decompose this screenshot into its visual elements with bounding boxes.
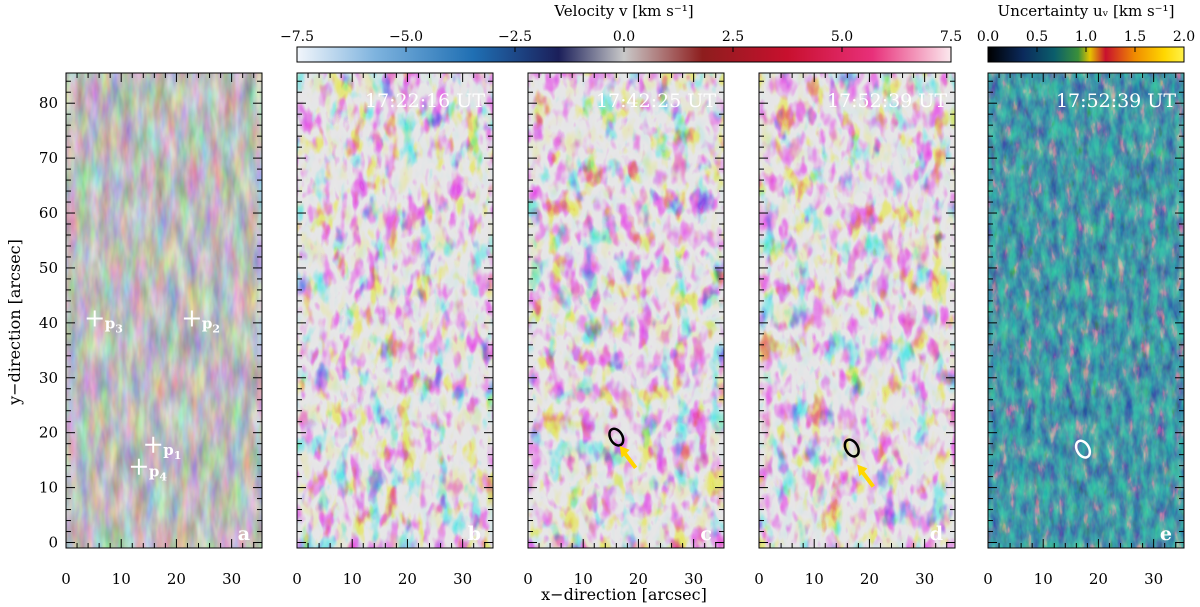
y-tick-label: 30 (39, 369, 58, 387)
x-tick-label: 20 (1089, 570, 1108, 588)
panel-image (66, 73, 262, 548)
x-tick-label: 0 (754, 570, 764, 588)
x-tick-label: 30 (222, 570, 241, 588)
panel-timestamp: 17:52:39 UT (1056, 90, 1176, 112)
x-tick-label: 0 (292, 570, 302, 588)
uncertainty-colorbar: Uncertainty uᵥ [km s⁻¹] 0.0 0.5 1.0 1.5 2.0 (977, 2, 1195, 63)
x-tick-label: 10 (805, 570, 824, 588)
panel-b: 0 10 20 30 17:22:16 UT b (292, 72, 494, 588)
colorbar-tick-label: 1.0 (1075, 29, 1097, 45)
panel-image (297, 73, 493, 548)
panel-e: 0 10 20 30 17:52:39 UT e (983, 72, 1185, 588)
y-tick-label: 20 (39, 424, 58, 442)
panel-letter: b (468, 523, 481, 545)
panel-image (759, 73, 955, 548)
x-tick-label: 20 (167, 570, 186, 588)
x-tick-label: 30 (915, 570, 934, 588)
highlight-arrow (619, 445, 638, 470)
panel-timestamp: 17:52:39 UT (827, 90, 947, 112)
panel-frame (527, 72, 725, 549)
panel-letter: a (238, 523, 250, 545)
x-tick-label: 20 (629, 570, 648, 588)
x-tick-label: 10 (1034, 570, 1053, 588)
x-tick-label: 0 (523, 570, 533, 588)
panel-image (528, 73, 724, 548)
highlight-arrow (857, 464, 875, 488)
contour (608, 427, 625, 447)
colorbar-tick-label: 1.5 (1124, 29, 1146, 45)
uncertainty-colorbar-title: Uncertainty uᵥ [km s⁻¹] (998, 2, 1175, 20)
velocity-colorbar: Velocity v [km s⁻¹] −7.5 −5.0 −2.5 0.0 2.5 5.… (280, 2, 962, 63)
y-tick-label: 10 (39, 479, 58, 497)
uncertainty-colorbar-ticks: 0.0 0.5 1.0 1.5 2.0 (977, 29, 1195, 52)
x-tick-label: 20 (860, 570, 879, 588)
colorbar-tick-label: 5.0 (831, 29, 853, 45)
colorbar-tick-label: −5.0 (389, 29, 423, 45)
panel-frame (296, 72, 494, 549)
contour (1074, 439, 1092, 459)
panel-timestamp: 17:42:25 UT (596, 90, 716, 112)
x-tick-label: 10 (574, 570, 593, 588)
colorbar-tick-label: 2.0 (1173, 29, 1195, 45)
x-tick-label: 0 (983, 570, 993, 588)
velocity-colorbar-title: Velocity v [km s⁻¹] (553, 2, 693, 20)
x-tick-label: 20 (398, 570, 417, 588)
colorbar-tick-label: −2.5 (498, 29, 532, 45)
x-tick-label: 30 (1144, 570, 1163, 588)
y-tick-label: 80 (39, 94, 58, 112)
x-axis-title: x−direction [arcsec] (541, 585, 707, 604)
velocity-colorbar-ticks: −7.5 −5.0 −2.5 0.0 2.5 5.0 7.5 (280, 29, 962, 52)
x-tick-label: 10 (112, 570, 131, 588)
panel-letter: d (930, 523, 943, 545)
panel-letter: c (700, 523, 712, 545)
y-tick-label: 60 (39, 204, 58, 222)
panel-frame (758, 72, 956, 549)
colorbar-tick-label: −7.5 (280, 29, 314, 45)
colorbar-tick-label: 7.5 (940, 29, 962, 45)
colorbar-tick-label: 0.0 (977, 29, 999, 45)
panel-timestamp: 17:22:16 UT (365, 90, 485, 112)
y-tick-label: 70 (39, 149, 58, 167)
x-tick-label: 30 (684, 570, 703, 588)
y-tick-label: 50 (39, 259, 58, 277)
x-tick-label: 10 (343, 570, 362, 588)
panel-c: 0 10 20 30 17:42:25 UT c (523, 72, 725, 588)
x-tick-label: 30 (453, 570, 472, 588)
y-tick-label: 0 (48, 534, 58, 552)
y-tick-label: 40 (39, 314, 58, 332)
y-axis-title: y−direction [arcsec] (5, 239, 24, 406)
panel-frame (987, 72, 1185, 549)
contour (843, 438, 860, 458)
colorbar-tick-label: 0.5 (1026, 29, 1048, 45)
colorbar-tick-label: 0.0 (613, 29, 635, 45)
panel-letter: e (1160, 523, 1172, 545)
panel-image (988, 73, 1184, 548)
panel-frame (65, 72, 263, 549)
x-tick-label: 0 (61, 570, 71, 588)
colorbar-tick-label: 2.5 (722, 29, 744, 45)
panel-d: 0 10 20 30 17:52:39 UT d (754, 72, 956, 588)
